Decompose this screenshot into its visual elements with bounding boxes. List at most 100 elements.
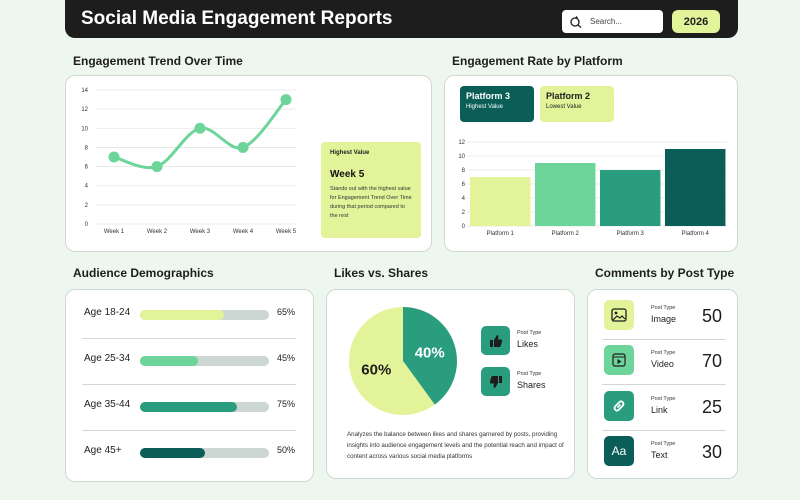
demographic-track xyxy=(140,310,269,320)
highlight-desc: Stands out with the highest value for En… xyxy=(330,186,412,219)
divider xyxy=(602,339,726,340)
data-point xyxy=(237,141,249,153)
trend-title: Engagement Trend Over Time xyxy=(73,54,243,68)
demographics-title: Audience Demographics xyxy=(73,266,214,280)
bar xyxy=(665,149,726,226)
comment-type-row: Post Type Link 25 xyxy=(602,390,727,424)
demographic-track xyxy=(140,448,269,458)
y-tick-label: 2 xyxy=(462,210,466,216)
post-type-key: Post Type xyxy=(651,305,676,311)
video-icon xyxy=(604,345,634,375)
platform-card: Platform 3 Highest Value Platform 2 Lowe… xyxy=(444,75,738,252)
likes-shares-description: Analyzes the balance between likes and s… xyxy=(347,431,564,460)
lowest-platform-name: Platform 2 xyxy=(546,91,591,101)
year-button[interactable]: 2026 xyxy=(672,10,720,33)
y-tick-label: 2 xyxy=(85,203,89,209)
thumbs-up-icon xyxy=(481,326,510,355)
comment-count: 30 xyxy=(702,442,723,462)
demographic-track xyxy=(140,402,269,412)
x-tick-label: Platform 4 xyxy=(682,231,710,237)
demographic-track xyxy=(140,356,269,366)
pie-slice xyxy=(349,307,435,415)
y-tick-label: 12 xyxy=(81,107,88,113)
demographic-bar xyxy=(140,310,224,320)
pie-value-label: 60% xyxy=(361,362,391,379)
comment-count: 70 xyxy=(702,351,723,371)
line-chart: 0 2 4 6 8 10 12 14 Week 1 Week 2 Week 3 Week 4 Week … xyxy=(81,88,297,235)
pie-slice xyxy=(403,307,457,405)
x-tick-label: Week 2 xyxy=(147,229,168,235)
y-tick-label: 10 xyxy=(458,154,465,160)
x-tick-label: Week 3 xyxy=(190,229,211,235)
post-type-value: Text xyxy=(651,450,668,460)
likes-shares-title: Likes vs. Shares xyxy=(334,266,429,280)
data-point xyxy=(151,161,163,173)
search-box[interactable]: Search... xyxy=(562,10,663,33)
post-type-value: Image xyxy=(651,314,677,324)
data-point xyxy=(108,151,120,163)
bar xyxy=(535,163,596,226)
x-tick-label: Week 4 xyxy=(233,229,254,235)
demographic-row: Age 18-24 65% xyxy=(84,304,304,324)
demographics-card: Age 18-24 65% Age 25-34 45% Age 35-44 75% A… xyxy=(65,289,314,482)
demographic-row: Age 35-44 75% xyxy=(84,396,304,416)
pie-chart: 40% 60% xyxy=(349,307,457,415)
demographic-bar xyxy=(140,356,199,366)
page-title: Social Media Engagement Reports xyxy=(81,8,393,29)
highlight-label: Highest Value xyxy=(330,150,370,156)
x-tick-label: Week 5 xyxy=(276,229,297,235)
demographic-pct: 45% xyxy=(277,353,296,363)
y-tick-label: 8 xyxy=(85,145,89,151)
thumbs-down-icon xyxy=(481,367,510,396)
y-tick-label: 10 xyxy=(81,126,88,132)
post-type-value: Video xyxy=(651,359,674,369)
demographic-bar xyxy=(140,448,205,458)
demographic-row: Age 45+ 50% xyxy=(84,442,304,462)
legend-likes: Post Type Likes xyxy=(481,326,561,356)
legend-shares-key: Post Type xyxy=(517,371,542,377)
legend-likes-key: Post Type xyxy=(517,330,542,336)
divider xyxy=(602,430,726,431)
bar xyxy=(470,177,531,226)
highlight-box: Highest Value Week 5 Stands out with the… xyxy=(321,142,421,238)
comment-type-row: Post Type Image 50 xyxy=(602,299,727,333)
y-tick-label: 12 xyxy=(458,140,465,146)
highest-platform-name: Platform 3 xyxy=(466,91,511,101)
highest-platform-tag: Platform 3 Highest Value xyxy=(460,86,534,122)
demographic-label: Age 18-24 xyxy=(84,307,131,318)
search-input[interactable]: Search... xyxy=(590,17,623,26)
demographic-label: Age 45+ xyxy=(84,445,122,456)
divider xyxy=(82,430,296,431)
comment-count: 25 xyxy=(702,397,723,417)
legend-shares-value: Shares xyxy=(517,380,546,390)
link-icon xyxy=(604,391,634,421)
x-tick-label: Platform 2 xyxy=(552,231,580,237)
x-tick-label: Platform 3 xyxy=(617,231,645,237)
y-tick-label: 4 xyxy=(462,196,466,202)
lowest-platform-sub: Lowest Value xyxy=(546,104,582,110)
legend-likes-value: Likes xyxy=(517,339,539,349)
bar xyxy=(600,170,661,226)
x-tick-label: Platform 1 xyxy=(487,231,515,237)
lowest-platform-tag: Platform 2 Lowest Value xyxy=(540,86,614,122)
comments-card: Post Type Image 50 Post Type Video 70 Po… xyxy=(587,289,738,479)
comment-type-row: Aa Post Type Text 30 xyxy=(602,435,727,469)
divider xyxy=(82,384,296,385)
image-icon xyxy=(604,300,634,330)
highest-platform-sub: Highest Value xyxy=(466,104,503,110)
divider xyxy=(82,338,296,339)
x-tick-label: Week 1 xyxy=(104,229,125,235)
y-tick-label: 0 xyxy=(462,224,466,230)
comments-title: Comments by Post Type xyxy=(595,266,735,280)
post-type-key: Post Type xyxy=(651,441,676,447)
demographic-label: Age 35-44 xyxy=(84,399,131,410)
highlight-value: Week 5 xyxy=(330,169,365,180)
y-tick-label: 6 xyxy=(85,165,89,171)
y-tick-label: 6 xyxy=(462,182,466,188)
text-icon: Aa xyxy=(604,436,634,466)
likes-shares-card: 40% 60% Post Type Likes Post Type Shares … xyxy=(326,289,575,479)
demographic-pct: 75% xyxy=(277,399,296,409)
legend-shares: Post Type Shares xyxy=(481,367,561,397)
y-tick-label: 14 xyxy=(81,88,88,94)
divider xyxy=(602,384,726,385)
